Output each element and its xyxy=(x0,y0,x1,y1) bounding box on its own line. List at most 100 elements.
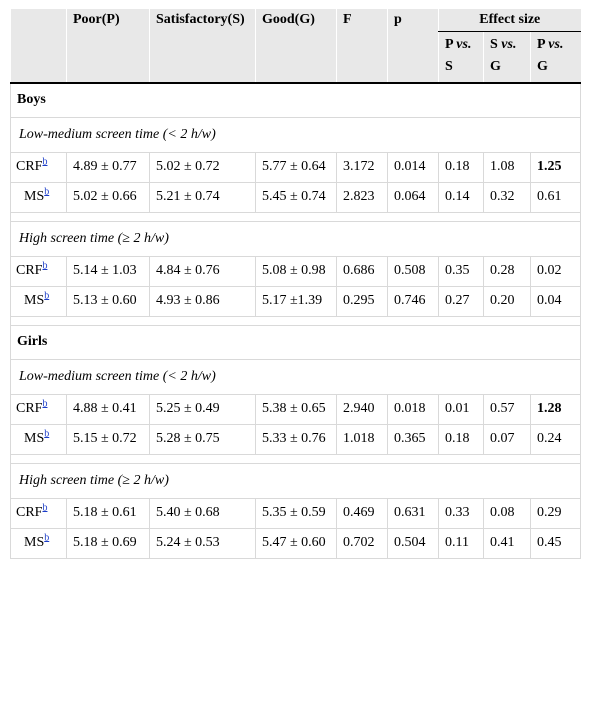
cell-poor: 5.02 ± 0.66 xyxy=(66,182,150,213)
header-p-vs-s: P vs. S xyxy=(438,31,484,84)
cell-p-vs-s: 0.18 xyxy=(438,152,484,183)
spacer-cell xyxy=(9,316,582,326)
subgroup-label: Low-medium screen time (< 2 h/w) xyxy=(9,117,582,153)
row-label: CRFb xyxy=(10,498,67,529)
spacer-row xyxy=(9,212,582,222)
subgroup-label: Low-medium screen time (< 2 h/w) xyxy=(9,359,582,395)
footnote-link[interactable]: b xyxy=(44,290,50,302)
group-label: Boys xyxy=(9,82,582,118)
cell-p: 0.014 xyxy=(387,152,439,183)
cell-satisfactory: 5.21 ± 0.74 xyxy=(149,182,256,213)
cell-s-vs-g: 0.57 xyxy=(483,394,531,425)
cell-f: 0.295 xyxy=(336,286,388,317)
row-label: CRFb xyxy=(10,152,67,183)
cell-p-vs-s: 0.11 xyxy=(438,528,484,559)
cell-f: 2.823 xyxy=(336,182,388,213)
header-p-vs-g-vs: vs. xyxy=(548,37,564,52)
cell-p-vs-g: 0.04 xyxy=(529,286,582,317)
cell-poor: 4.88 ± 0.41 xyxy=(66,394,150,425)
header-p-vs-g: P vs. G xyxy=(529,31,581,84)
header-p-vs-s-b: S xyxy=(445,59,453,74)
cell-p-vs-s: 0.33 xyxy=(438,498,484,529)
header-p-vs-g-a: P xyxy=(537,37,545,52)
header-s-vs-g: S vs. G xyxy=(483,31,531,84)
variable-name: CRF xyxy=(16,263,43,278)
header-poor: Poor(P) xyxy=(66,9,150,84)
table-row: CRFb 5.14 ± 1.03 4.84 ± 0.76 5.08 ± 0.98… xyxy=(10,256,582,287)
cell-p-vs-s: 0.01 xyxy=(438,394,484,425)
cell-satisfactory: 4.93 ± 0.86 xyxy=(149,286,256,317)
cell-f: 1.018 xyxy=(336,424,388,455)
cell-f: 3.172 xyxy=(336,152,388,183)
table-row: CRFb 4.88 ± 0.41 5.25 ± 0.49 5.38 ± 0.65… xyxy=(10,394,582,425)
table-row: CRFb 4.89 ± 0.77 5.02 ± 0.72 5.77 ± 0.64… xyxy=(10,152,582,183)
cell-p-vs-g: 0.45 xyxy=(529,528,582,559)
cell-good: 5.35 ± 0.59 xyxy=(255,498,337,529)
cell-satisfactory: 4.84 ± 0.76 xyxy=(149,256,256,287)
cell-good: 5.17 ±1.39 xyxy=(255,286,337,317)
cell-p-vs-s: 0.18 xyxy=(438,424,484,455)
subgroup-label: High screen time (≥ 2 h/w) xyxy=(9,463,582,499)
cell-f: 2.940 xyxy=(336,394,388,425)
header-s-vs-g-a: S xyxy=(490,37,498,52)
footnote-link[interactable]: b xyxy=(42,398,48,410)
cell-good: 5.77 ± 0.64 xyxy=(255,152,337,183)
footnote-link[interactable]: b xyxy=(44,186,50,198)
cell-p-vs-s: 0.35 xyxy=(438,256,484,287)
cell-p-vs-g: 1.25 xyxy=(529,152,582,183)
variable-name: MS xyxy=(24,293,45,308)
row-label: CRFb xyxy=(10,394,67,425)
cell-satisfactory: 5.02 ± 0.72 xyxy=(149,152,256,183)
cell-s-vs-g: 0.41 xyxy=(483,528,531,559)
cell-poor: 5.15 ± 0.72 xyxy=(66,424,150,455)
cell-poor: 5.14 ± 1.03 xyxy=(66,256,150,287)
group-row-boys: Boys xyxy=(9,82,582,118)
footnote-link[interactable]: b xyxy=(44,428,50,440)
cell-good: 5.33 ± 0.76 xyxy=(255,424,337,455)
spacer-cell xyxy=(9,454,582,464)
cell-s-vs-g: 1.08 xyxy=(483,152,531,183)
row-label: MSb xyxy=(10,424,67,455)
table-row: MSb 5.02 ± 0.66 5.21 ± 0.74 5.45 ± 0.74 … xyxy=(10,182,582,213)
cell-s-vs-g: 0.07 xyxy=(483,424,531,455)
footnote-link[interactable]: b xyxy=(42,156,48,168)
table-body: Boys Low-medium screen time (< 2 h/w) CR… xyxy=(9,82,582,559)
header-p: p xyxy=(387,9,439,84)
cell-p: 0.504 xyxy=(387,528,439,559)
footnote-link[interactable]: b xyxy=(42,260,48,272)
footnote-link[interactable]: b xyxy=(42,502,48,514)
header-p-vs-s-a: P xyxy=(445,37,453,52)
variable-name: CRF xyxy=(16,159,43,174)
cell-p: 0.746 xyxy=(387,286,439,317)
header-good: Good(G) xyxy=(255,9,337,84)
cell-good: 5.45 ± 0.74 xyxy=(255,182,337,213)
cell-satisfactory: 5.24 ± 0.53 xyxy=(149,528,256,559)
cell-satisfactory: 5.25 ± 0.49 xyxy=(149,394,256,425)
subgroup-row: High screen time (≥ 2 h/w) xyxy=(9,221,582,257)
cell-p: 0.018 xyxy=(387,394,439,425)
cell-p-vs-g: 0.29 xyxy=(529,498,582,529)
cell-f: 0.469 xyxy=(336,498,388,529)
row-label: CRFb xyxy=(10,256,67,287)
table-row: MSb 5.18 ± 0.69 5.24 ± 0.53 5.47 ± 0.60 … xyxy=(10,528,582,559)
subgroup-label: High screen time (≥ 2 h/w) xyxy=(9,221,582,257)
variable-name: MS xyxy=(24,189,45,204)
footnote-link[interactable]: b xyxy=(44,532,50,544)
cell-poor: 5.18 ± 0.61 xyxy=(66,498,150,529)
cell-p-vs-g: 1.28 xyxy=(529,394,582,425)
cell-poor: 4.89 ± 0.77 xyxy=(66,152,150,183)
cell-good: 5.38 ± 0.65 xyxy=(255,394,337,425)
cell-p: 0.508 xyxy=(387,256,439,287)
cell-p-vs-s: 0.14 xyxy=(438,182,484,213)
header-blank xyxy=(10,9,67,84)
header-s-vs-g-vs: vs. xyxy=(501,37,517,52)
cell-s-vs-g: 0.20 xyxy=(483,286,531,317)
cell-satisfactory: 5.28 ± 0.75 xyxy=(149,424,256,455)
cell-p-vs-g: 0.61 xyxy=(529,182,582,213)
header-f: F xyxy=(336,9,388,84)
header-satisfactory: Satisfactory(S) xyxy=(149,9,256,84)
spacer-cell xyxy=(9,212,582,222)
cell-f: 0.702 xyxy=(336,528,388,559)
group-row-girls: Girls xyxy=(9,325,582,360)
header-p-vs-s-vs: vs. xyxy=(456,37,472,52)
